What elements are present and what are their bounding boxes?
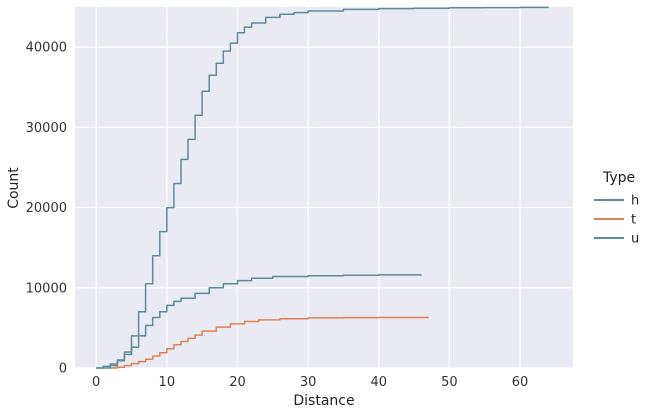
x-tick-label: 20 xyxy=(229,375,246,390)
y-tick-label: 30000 xyxy=(26,121,67,136)
series-lines xyxy=(96,6,550,369)
y-axis-label: Count xyxy=(6,167,22,209)
x-axis-label: Distance xyxy=(293,393,354,409)
plot-background xyxy=(75,7,573,368)
legend-label-t: t xyxy=(631,213,636,228)
series-line-u xyxy=(96,6,550,369)
legend-title: Type xyxy=(602,170,635,186)
x-tick-label: 10 xyxy=(159,375,176,390)
y-tick-label: 10000 xyxy=(26,281,67,296)
y-tick-label: 40000 xyxy=(26,41,67,56)
legend-label-h: h xyxy=(631,194,639,209)
legend: Type htu xyxy=(594,170,639,247)
x-tick-label: 50 xyxy=(441,375,458,390)
y-tick-label: 20000 xyxy=(26,201,67,216)
y-axis-ticks: 0 10000 20000 30000 40000 xyxy=(26,41,67,377)
legend-label-u: u xyxy=(631,232,639,247)
x-tick-label: 0 xyxy=(92,375,100,390)
series-line-t xyxy=(110,316,429,369)
x-axis-ticks: 0 10 20 30 40 50 60 xyxy=(92,375,528,390)
y-tick-label: 0 xyxy=(59,362,67,377)
gridlines xyxy=(75,7,573,369)
legend-items: htu xyxy=(594,194,639,247)
x-tick-label: 30 xyxy=(300,375,317,390)
x-tick-label: 60 xyxy=(512,375,529,390)
x-tick-label: 40 xyxy=(370,375,387,390)
